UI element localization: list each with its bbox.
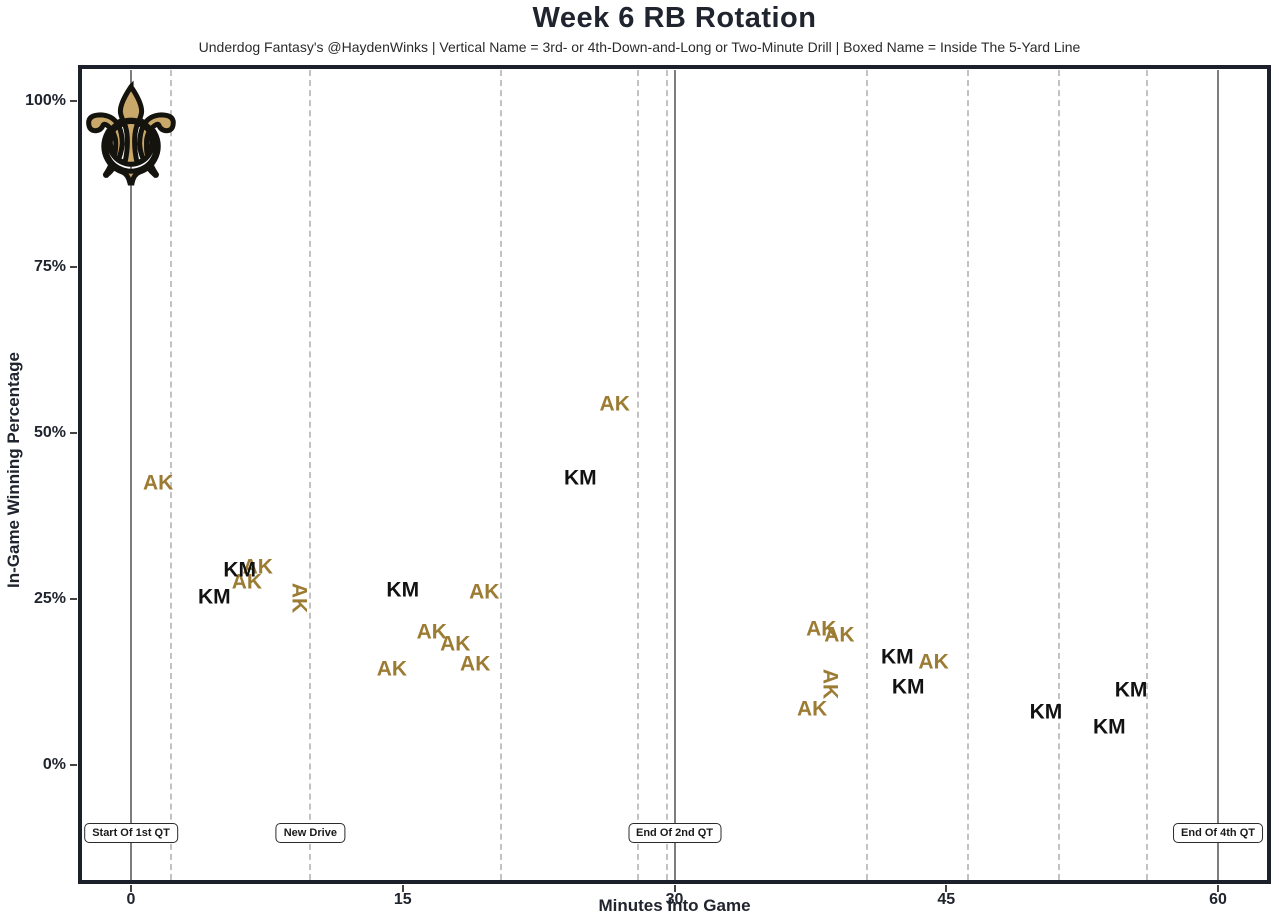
player-label-AK: AK	[806, 617, 837, 641]
chart-subtitle: Underdog Fantasy's @HaydenWinks | Vertic…	[198, 39, 1081, 55]
x-axis-tick	[130, 885, 132, 892]
y-axis-tick-label: 25%	[33, 590, 66, 607]
new-drive-dashed-line	[666, 70, 669, 880]
new-drive-dashed-line	[865, 70, 868, 880]
x-axis-tick	[1217, 885, 1220, 892]
new-drive-dashed-line	[309, 70, 312, 880]
player-label-AK: AK	[416, 620, 447, 644]
new-drive-dashed-line	[169, 70, 172, 880]
player-label-AK: AK	[469, 580, 500, 604]
new-drive-dashed-line	[499, 70, 502, 880]
player-label-AK: AK	[918, 650, 949, 674]
drive-annotation: New Drive	[275, 823, 345, 843]
y-axis-tick	[70, 100, 77, 102]
player-label-AK: AK	[287, 583, 311, 614]
player-label-KM: KM	[197, 585, 231, 609]
drive-annotation: End Of 4th QT	[1173, 823, 1263, 843]
x-axis-title: Minutes Into Game	[598, 896, 751, 915]
new-drive-dashed-line	[1146, 70, 1149, 880]
y-axis-tick	[70, 598, 77, 600]
player-label-KM: KM	[1029, 700, 1063, 724]
player-label-AK: AK	[599, 392, 630, 416]
drive-annotation: Start Of 1st QT	[84, 823, 178, 843]
y-axis-tick-label: 75%	[33, 258, 66, 275]
x-axis-tick-label: 0	[126, 891, 136, 908]
drive-annotation: End Of 2nd QT	[628, 823, 721, 843]
player-label-KM: KM	[1114, 678, 1148, 702]
x-axis-tick-label: 30	[665, 891, 684, 908]
player-label-AK: AK	[797, 697, 828, 721]
player-label-AK: AK	[818, 668, 842, 700]
y-axis-tick-label: 100%	[25, 92, 66, 109]
y-axis-tick	[70, 764, 77, 766]
player-label-AK: AK	[460, 652, 491, 676]
y-axis-tick	[70, 432, 77, 434]
quarter-solid-line	[1217, 70, 1220, 880]
x-axis-tick	[401, 885, 404, 892]
player-label-KM: KM	[891, 675, 925, 699]
player-label-AK: AK	[824, 623, 855, 647]
x-axis-tick-label: 60	[1209, 891, 1227, 908]
chart-title: Week 6 RB Rotation	[532, 2, 817, 34]
player-label-KM: KM	[881, 645, 914, 669]
x-axis-tick-label: 45	[937, 891, 956, 908]
new-drive-dashed-line	[1057, 70, 1060, 880]
y-axis-title: In-Game Winning Percentage	[4, 352, 23, 588]
x-axis-tick	[673, 885, 676, 892]
x-axis-tick-label: 15	[393, 891, 412, 908]
player-label-AK: AK	[376, 657, 408, 681]
new-drive-dashed-line	[637, 70, 640, 880]
player-label-KM: KM	[1092, 715, 1126, 739]
player-label-AK: AK	[143, 471, 174, 495]
player-label-KM: KM	[563, 466, 597, 490]
saints-fleur-de-lis-icon: ⚜	[69, 60, 192, 215]
quarter-solid-line	[673, 70, 676, 880]
y-axis-tick-label: 50%	[33, 424, 66, 441]
player-label-AK: AK	[231, 570, 263, 594]
player-label-AK: AK	[440, 632, 471, 656]
y-axis-tick-label: 0%	[42, 756, 66, 773]
x-axis-tick	[945, 885, 948, 892]
quarter-solid-line	[130, 70, 132, 880]
new-drive-dashed-line	[967, 70, 969, 880]
y-axis-tick	[70, 266, 77, 268]
player-label-AK: AK	[242, 555, 273, 579]
player-label-KM: KM	[223, 558, 257, 582]
player-label-KM: KM	[386, 578, 420, 602]
